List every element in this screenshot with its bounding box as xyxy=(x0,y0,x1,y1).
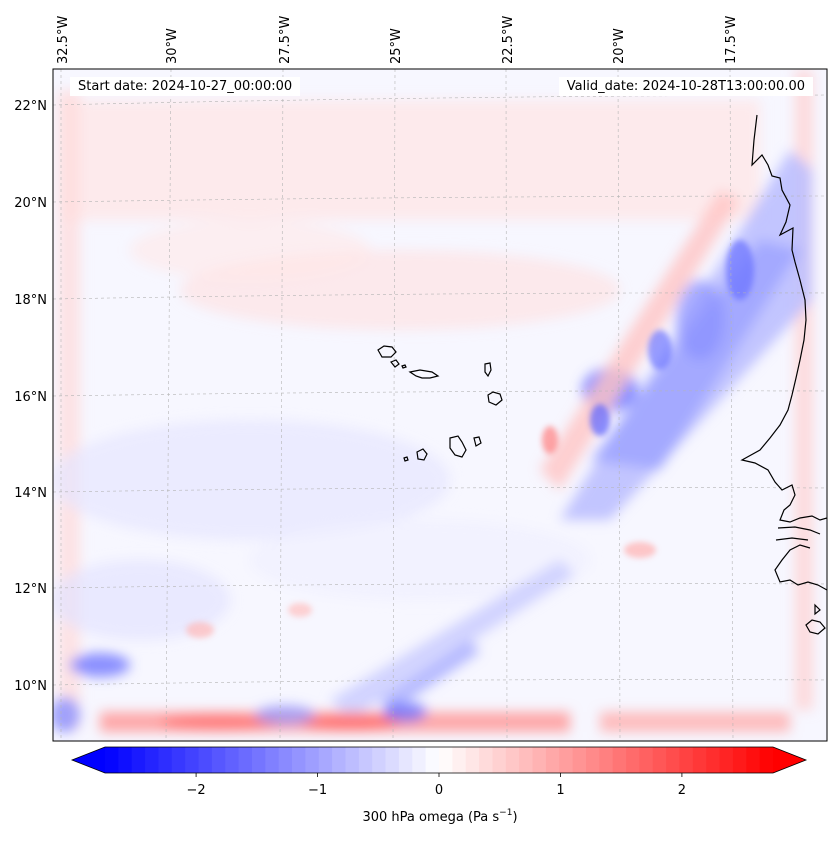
colorbar-segment xyxy=(759,747,774,773)
colorbar-segment xyxy=(706,747,721,773)
lon-labels: 32.5°W 30°W 27.5°W 25°W 22.5°W 20°W 17.5… xyxy=(56,16,739,64)
colorbar-outline xyxy=(70,746,808,774)
colorbar-segment xyxy=(545,747,560,773)
colorbar: −2 −1 0 1 2 300 hPa omega (Pa s−1) xyxy=(70,746,808,825)
sao-nicolau-outline xyxy=(408,369,440,379)
colorbar-segment xyxy=(265,747,280,773)
colorbar-ticks: −2 −1 0 1 2 xyxy=(187,773,686,798)
santo-antao-outline xyxy=(377,345,397,358)
colorbar-segment xyxy=(719,747,734,773)
colorbar-segment xyxy=(131,747,146,773)
colorbar-segment xyxy=(318,747,333,773)
colorbar-segment xyxy=(639,747,654,773)
colorbar-segment xyxy=(398,747,413,773)
colorbar-segment xyxy=(666,747,681,773)
colorbar-segment xyxy=(692,747,707,773)
colorbar-segment xyxy=(479,747,494,773)
colorbar-tick-label: 0 xyxy=(435,783,443,798)
colorbar-segment xyxy=(412,747,427,773)
colorbar-segment xyxy=(225,747,240,773)
colorbar-segment xyxy=(332,747,347,773)
lon-label: 17.5°W xyxy=(724,16,739,64)
colorbar-segment xyxy=(452,747,467,773)
colorbar-segment xyxy=(251,747,266,773)
colorbar-segment xyxy=(559,747,574,773)
colorbar-segment xyxy=(439,747,453,773)
colorbar-tick-label: 2 xyxy=(678,783,686,798)
colorbar-segment xyxy=(278,747,293,773)
colorbar-segment xyxy=(345,747,360,773)
colorbar-segment xyxy=(105,747,119,773)
colorbar-segment xyxy=(425,747,440,773)
colorbar-segment xyxy=(145,747,160,773)
colorbar-segment xyxy=(519,747,534,773)
colorbar-segment xyxy=(572,747,587,773)
start-date-label: Start date: 2024-10-27_00:00:00 xyxy=(70,77,301,96)
lat-label: 10°N xyxy=(14,679,47,694)
lat-label: 22°N xyxy=(14,99,47,114)
lon-label: 30°W xyxy=(165,28,180,64)
lon-label: 32.5°W xyxy=(56,16,71,64)
colorbar-segment xyxy=(292,747,306,773)
colorbar-tick-label: 1 xyxy=(556,783,564,798)
fogo-outline xyxy=(416,448,428,461)
sal-outline xyxy=(484,362,492,378)
gambia-outline xyxy=(775,526,821,541)
colorbar-segment xyxy=(652,747,667,773)
colorbar-segment xyxy=(185,747,200,773)
colorbar-extend-max xyxy=(773,747,806,773)
colorbar-tick-label: −1 xyxy=(308,783,327,798)
colorbar-segment xyxy=(372,747,387,773)
colorbar-segment xyxy=(238,747,253,773)
africa-coastline xyxy=(740,114,827,591)
colorbar-segment xyxy=(492,747,507,773)
boa-vista-outline xyxy=(487,391,503,406)
maio-outline xyxy=(473,436,482,447)
colorbar-segment xyxy=(158,747,173,773)
santiago-outline xyxy=(449,435,467,458)
lat-labels: 22°N 20°N 18°N 16°N 14°N 12°N 10°N xyxy=(14,99,47,694)
colorbar-segment xyxy=(358,747,373,773)
colorbar-extend-min xyxy=(72,747,105,773)
colorbar-tick-label: −2 xyxy=(187,783,206,798)
lon-label: 22.5°W xyxy=(501,16,516,64)
colorbar-segment xyxy=(171,747,186,773)
bijagos-outline xyxy=(805,603,826,635)
colorbar-segments xyxy=(72,747,806,773)
lon-label: 25°W xyxy=(389,28,404,64)
omega-field xyxy=(53,70,813,733)
lat-label: 12°N xyxy=(14,582,47,597)
colorbar-segment xyxy=(211,747,226,773)
colorbar-segment xyxy=(465,747,480,773)
colorbar-segment xyxy=(599,747,614,773)
colorbar-segment xyxy=(746,747,761,773)
colorbar-segment xyxy=(679,747,694,773)
lat-label: 14°N xyxy=(14,486,47,501)
brava-outline xyxy=(403,456,409,462)
colorbar-label: 300 hPa omega (Pa s−1) xyxy=(362,808,517,825)
lat-label: 18°N xyxy=(14,293,47,308)
colorbar-segment xyxy=(532,747,547,773)
map-frame xyxy=(52,68,828,742)
colorbar-segment xyxy=(385,747,400,773)
colorbar-segment xyxy=(505,747,520,773)
map-panel: 32.5°W 30°W 27.5°W 25°W 22.5°W 20°W 17.5… xyxy=(14,16,828,742)
lat-label: 16°N xyxy=(14,390,47,405)
colorbar-segment xyxy=(732,747,747,773)
lat-label: 20°N xyxy=(14,196,47,211)
colorbar-segment xyxy=(585,747,600,773)
colorbar-segment xyxy=(626,747,640,773)
lon-label: 27.5°W xyxy=(278,16,293,64)
valid-date-label: Valid_date: 2024-10-28T13:00:00.00 xyxy=(558,77,813,96)
colorbar-segment xyxy=(305,747,320,773)
colorbar-segment xyxy=(612,747,627,773)
lon-label: 20°W xyxy=(612,28,627,64)
colorbar-segment xyxy=(118,747,133,773)
gridlines xyxy=(53,69,827,741)
colorbar-segment xyxy=(198,747,213,773)
sao-vicente-outline xyxy=(390,359,400,368)
santa-luzia-outline xyxy=(401,364,407,369)
coastlines xyxy=(377,114,827,635)
